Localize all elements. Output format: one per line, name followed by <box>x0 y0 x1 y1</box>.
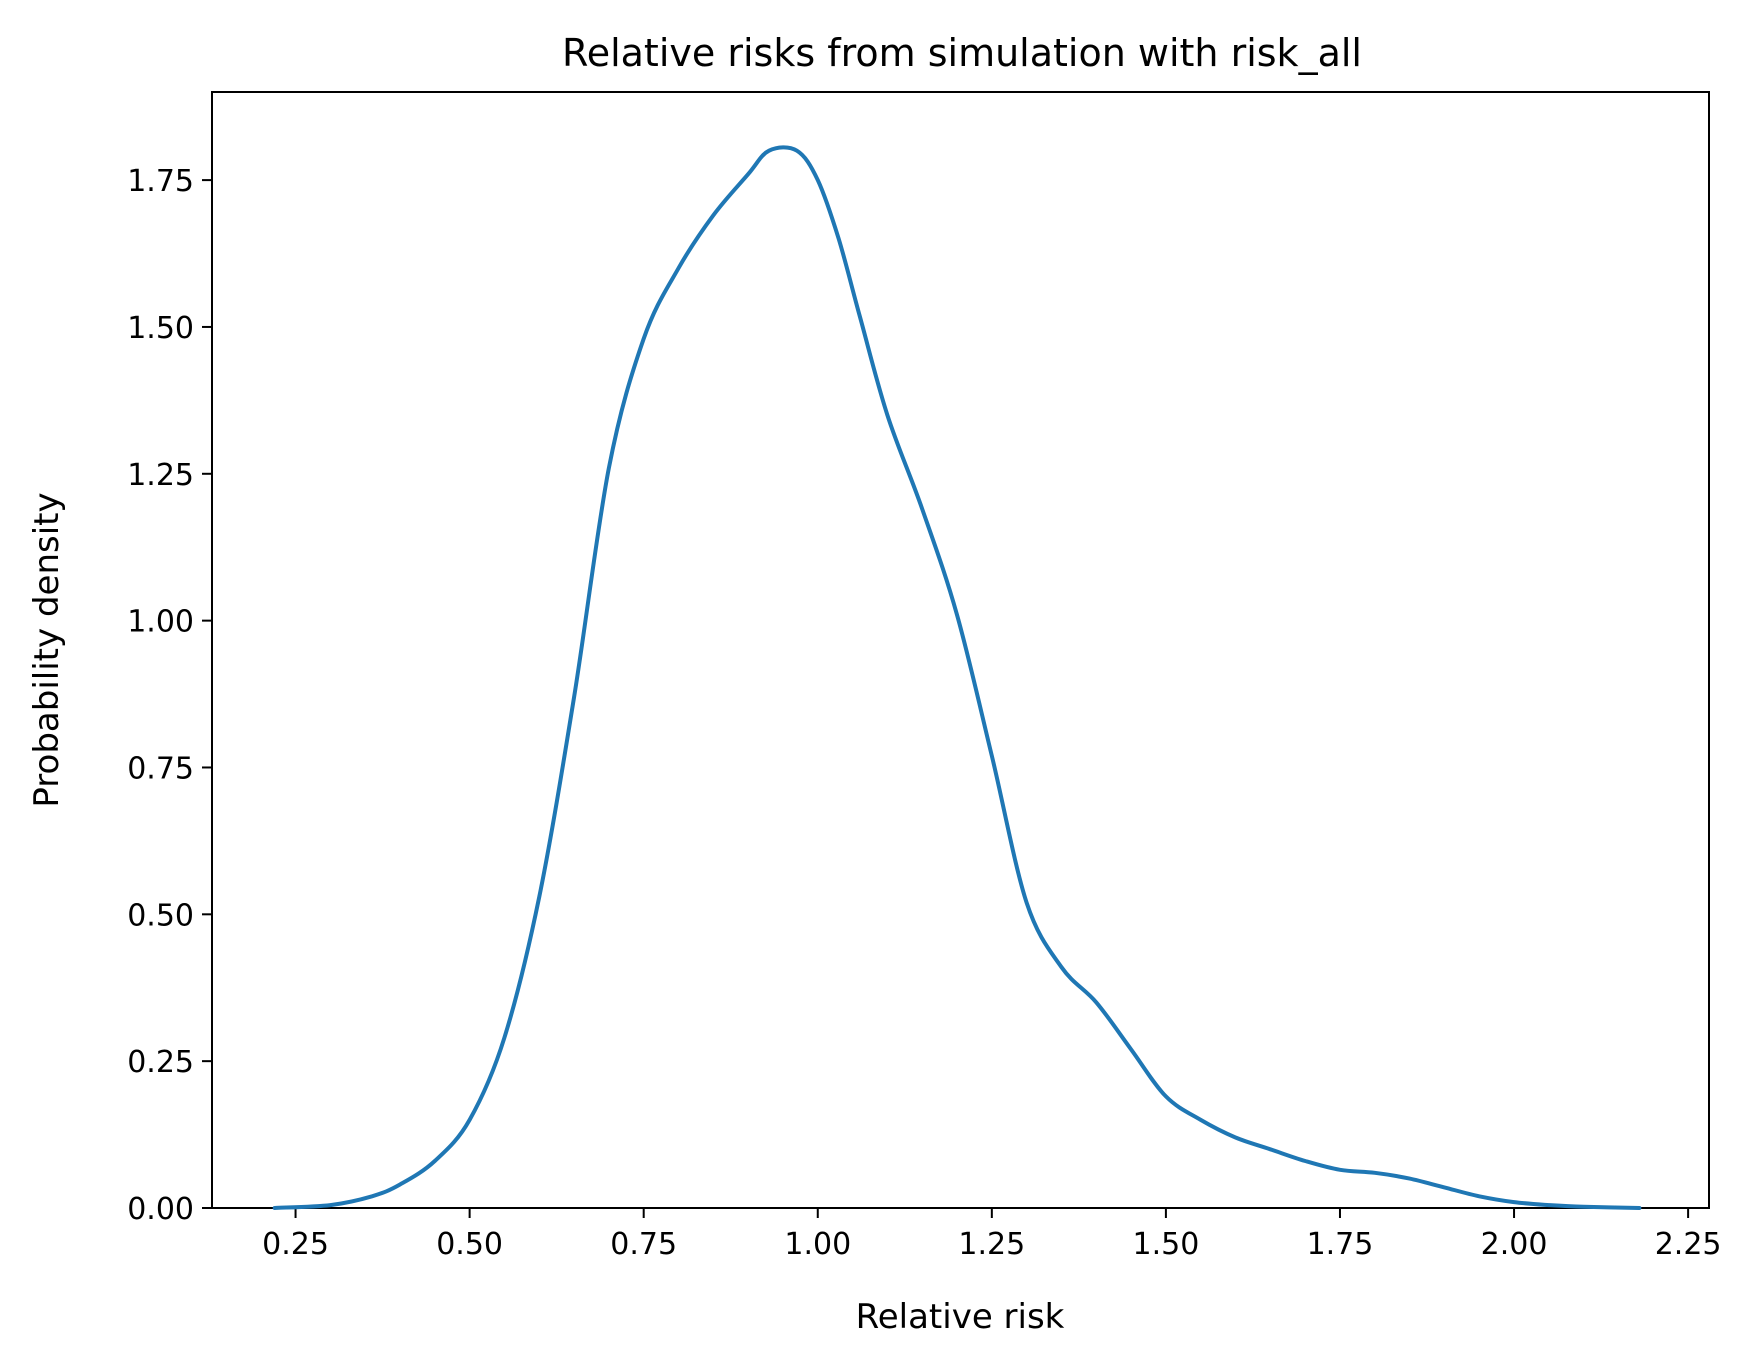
y-axis-ticks: 0.00 0.25 0.50 0.75 1.00 1.25 1.50 1.75 <box>127 164 212 1227</box>
x-tick-label: 0.50 <box>436 1227 503 1262</box>
x-axis-label: Relative risk <box>856 1297 1065 1337</box>
x-tick-label: 2.00 <box>1481 1227 1548 1262</box>
y-tick-label: 1.75 <box>127 164 194 199</box>
x-tick-label: 1.25 <box>958 1227 1025 1262</box>
x-tick-label: 0.75 <box>610 1227 677 1262</box>
x-tick-label: 2.25 <box>1655 1227 1722 1262</box>
chart-title: Relative risks from simulation with risk… <box>562 31 1362 75</box>
x-tick-label: 1.75 <box>1307 1227 1374 1262</box>
y-tick-label: 0.75 <box>127 751 194 786</box>
y-tick-label: 0.50 <box>127 898 194 933</box>
y-tick-label: 0.00 <box>127 1192 194 1227</box>
y-axis-label: Probability density <box>27 492 67 807</box>
y-tick-label: 1.00 <box>127 605 194 640</box>
x-tick-label: 0.25 <box>262 1227 329 1262</box>
x-tick-label: 1.50 <box>1133 1227 1200 1262</box>
density-curve <box>272 145 1642 1210</box>
y-tick-label: 0.25 <box>127 1045 194 1080</box>
plot-area-frame <box>211 91 1710 1209</box>
y-tick-label: 1.25 <box>127 458 194 493</box>
y-tick-label: 1.50 <box>127 311 194 346</box>
x-tick-label: 1.00 <box>784 1227 851 1262</box>
x-axis-ticks: 0.25 0.50 0.75 1.00 1.25 1.50 1.75 2.00 2.25 <box>262 1208 1722 1262</box>
